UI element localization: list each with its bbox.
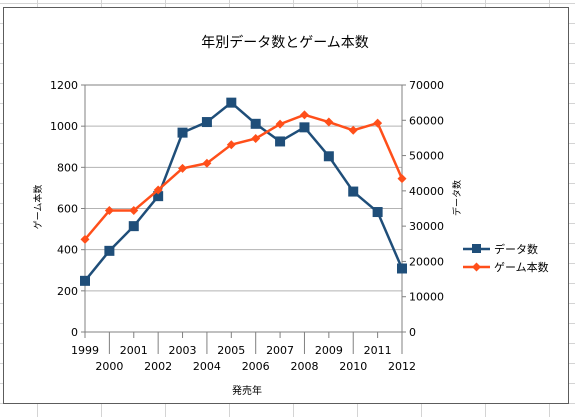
y2-tick-label: 20000 [409,255,444,268]
x-axis-label: 発売年 [232,384,262,397]
x-tick-label: 2003 [169,344,197,357]
legend-marker-square [472,244,481,253]
data-point [80,275,90,286]
x-tick-label: 2002 [144,360,172,373]
data-point [299,110,309,120]
data-point [372,207,383,218]
legend-label-game-count: ゲーム本数 [494,260,549,274]
y-tick-label: 800 [57,161,78,174]
data-point [373,118,383,128]
series-layer [80,97,407,286]
left-axis-ticks: 0 200 400 600 800 1000 1200 [50,79,85,339]
chart-area[interactable]: 年別データ数とゲーム本数 0 200 400 600 800 1000 1200 0 1000… [3,7,569,404]
x-tick-label: 2010 [339,360,367,373]
data-point [251,134,261,144]
data-point [80,234,90,244]
x-tick-label: 2004 [193,360,221,373]
data-point [323,151,334,162]
data-point [177,127,188,138]
data-point [202,158,212,168]
y-axis-label: ゲーム本数 [32,185,44,230]
y2-tick-label: 50000 [409,150,444,163]
legend-item-game-count[interactable]: ゲーム本数 [463,260,549,274]
data-point [397,174,407,184]
x-tick-label: 2011 [364,344,392,357]
y-tick-label: 200 [57,285,78,298]
data-point [299,122,310,133]
data-point [178,163,188,173]
x-tick-label: 2000 [95,360,123,373]
y2-tick-label: 30000 [409,220,444,233]
data-point [348,125,358,135]
y-tick-label: 1200 [50,79,78,92]
legend[interactable]: データ数 ゲーム本数 [463,242,549,274]
x-tick-label: 2012 [388,360,416,373]
x-tick-label: 2009 [315,344,343,357]
x-axis-ticks: 1999 2000 2001 2002 2003 2004 2005 2006 2007 2008… [71,332,416,373]
x-tick-label: 2008 [290,360,318,373]
y-tick-label: 1000 [50,120,78,133]
data-point [275,136,286,147]
data-point [324,117,334,127]
y2-tick-label: 40000 [409,185,444,198]
x-tick-label: 1999 [71,344,99,357]
series-game-count [80,110,407,244]
x-tick-label: 2005 [217,344,245,357]
data-point [226,140,236,150]
y2-tick-label: 10000 [409,291,444,304]
x-tick-label: 2007 [266,344,294,357]
data-point [153,185,163,195]
data-point [275,119,285,129]
x-tick-label: 2001 [120,344,148,357]
y2-axis-label: データ数 [451,180,463,216]
line-chart: 年別データ数とゲーム本数 0 200 400 600 800 1000 1200 0 1000… [32,34,549,397]
data-point [153,191,164,202]
data-point [104,245,115,256]
data-point [226,97,237,108]
legend-marker-diamond [472,262,481,272]
legend-label-data-count: データ数 [494,242,538,256]
right-axis-ticks: 0 10000 20000 30000 40000 50000 60000 70000 [402,79,444,339]
data-point [129,206,139,216]
y2-tick-label: 0 [409,326,416,339]
series-line [84,113,404,241]
y-tick-label: 400 [57,244,78,257]
y2-tick-label: 70000 [409,79,444,92]
data-point [128,221,139,232]
data-point [104,206,114,216]
legend-item-data-count[interactable]: データ数 [463,242,538,256]
data-point [397,263,407,274]
chart-title: 年別データ数とゲーム本数 [201,34,369,51]
y-tick-label: 600 [57,203,78,216]
y2-tick-label: 60000 [409,114,444,127]
data-point [348,186,359,197]
x-tick-label: 2006 [242,360,270,373]
y-tick-label: 0 [71,326,78,339]
data-point [201,117,212,128]
series-data-count [80,97,407,286]
data-point [250,118,261,129]
